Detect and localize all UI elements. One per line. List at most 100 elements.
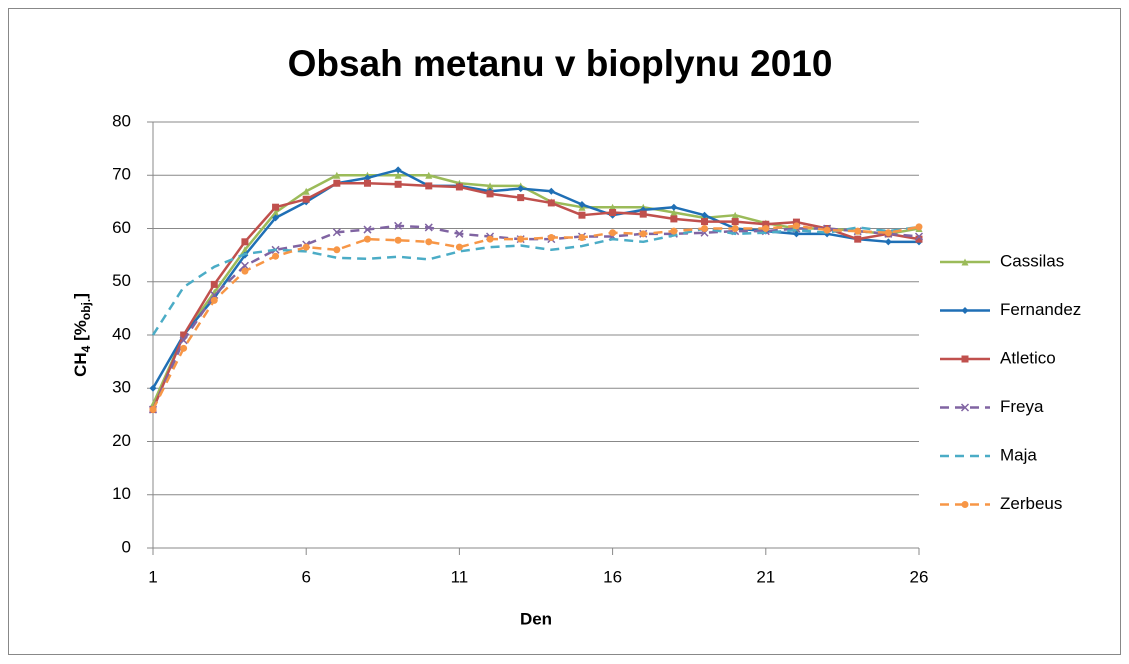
marker xyxy=(272,252,280,260)
marker xyxy=(792,222,800,230)
marker xyxy=(455,183,463,191)
marker xyxy=(240,261,249,270)
marker xyxy=(179,336,188,345)
marker xyxy=(425,238,433,246)
x-tick-label: 1 xyxy=(148,567,157,586)
chart-border xyxy=(8,8,1121,655)
marker xyxy=(961,355,969,363)
marker xyxy=(455,243,463,251)
marker xyxy=(180,344,188,352)
marker xyxy=(915,223,923,231)
marker xyxy=(272,214,280,222)
marker xyxy=(272,209,280,217)
marker xyxy=(670,209,678,217)
legend-label: Fernandez xyxy=(1000,300,1081,319)
marker xyxy=(333,179,341,187)
marker xyxy=(701,218,709,226)
marker xyxy=(486,190,494,198)
x-tick-label: 16 xyxy=(603,567,622,586)
y-axis-label: CH4 [%obj.] xyxy=(71,293,93,377)
marker xyxy=(915,235,923,243)
marker xyxy=(670,227,678,235)
marker xyxy=(914,232,924,241)
marker xyxy=(394,236,402,244)
legend-item: Zerbeus xyxy=(940,494,1062,513)
marker xyxy=(547,199,555,207)
y-tick-label: 80 xyxy=(112,111,131,130)
y-tick-label: 30 xyxy=(112,378,131,397)
marker xyxy=(960,403,970,412)
marker xyxy=(149,406,157,414)
series-line xyxy=(151,168,919,389)
marker xyxy=(394,221,403,230)
y-tick-label: 50 xyxy=(112,271,131,290)
marker xyxy=(363,179,371,187)
marker xyxy=(455,229,464,238)
y-tick-label: 20 xyxy=(112,431,131,450)
marker xyxy=(241,267,249,275)
marker xyxy=(961,258,969,266)
marker xyxy=(609,203,617,211)
y-tick-label: 60 xyxy=(112,218,131,237)
marker xyxy=(670,203,678,211)
marker xyxy=(731,218,739,226)
chart-title: Obsah metanu v bioplynu 2010 xyxy=(288,43,833,84)
y-tick-label: 40 xyxy=(112,324,131,343)
marker xyxy=(578,234,586,242)
marker xyxy=(547,187,555,195)
marker xyxy=(884,229,892,237)
marker xyxy=(701,225,709,232)
marker xyxy=(149,384,157,392)
series-line xyxy=(151,224,920,411)
series-line xyxy=(151,174,920,405)
marker xyxy=(363,174,371,182)
marker xyxy=(792,218,800,226)
marker xyxy=(210,296,218,304)
marker xyxy=(961,307,969,314)
marker xyxy=(272,203,280,211)
x-tick-label: 6 xyxy=(301,567,310,586)
legend-item: Cassilas xyxy=(940,251,1064,270)
y-tick-label: 0 xyxy=(122,537,131,556)
x-tick-label: 26 xyxy=(910,567,929,586)
y-tick-label: 10 xyxy=(112,484,131,503)
marker xyxy=(302,187,310,195)
legend-label: Freya xyxy=(1000,397,1044,416)
marker xyxy=(639,230,647,238)
marker xyxy=(609,209,617,217)
marker xyxy=(792,230,800,238)
marker xyxy=(333,171,341,179)
marker xyxy=(578,201,586,209)
marker xyxy=(884,238,892,246)
marker xyxy=(333,246,341,254)
marker xyxy=(854,227,862,235)
marker xyxy=(425,182,433,190)
legend-label: Zerbeus xyxy=(1000,494,1062,513)
marker xyxy=(363,225,372,234)
x-axis-label: Den xyxy=(520,609,552,628)
marker xyxy=(394,166,402,174)
marker xyxy=(639,210,647,218)
marker xyxy=(424,223,433,232)
marker xyxy=(517,185,525,193)
marker xyxy=(823,226,831,234)
legend-item: Atletico xyxy=(940,348,1056,367)
marker xyxy=(241,238,249,246)
marker xyxy=(363,235,371,243)
marker xyxy=(731,225,739,232)
legend-label: Cassilas xyxy=(1000,251,1064,270)
x-tick-label: 11 xyxy=(451,567,469,586)
marker xyxy=(670,215,678,223)
marker xyxy=(332,228,341,237)
marker xyxy=(486,182,494,190)
legend-label: Maja xyxy=(1000,445,1037,464)
marker xyxy=(762,225,770,232)
marker xyxy=(394,180,402,188)
marker xyxy=(701,211,709,219)
series-line xyxy=(151,225,920,336)
series-line xyxy=(151,181,920,411)
marker xyxy=(762,220,770,228)
marker xyxy=(517,235,525,243)
marker xyxy=(578,211,586,219)
